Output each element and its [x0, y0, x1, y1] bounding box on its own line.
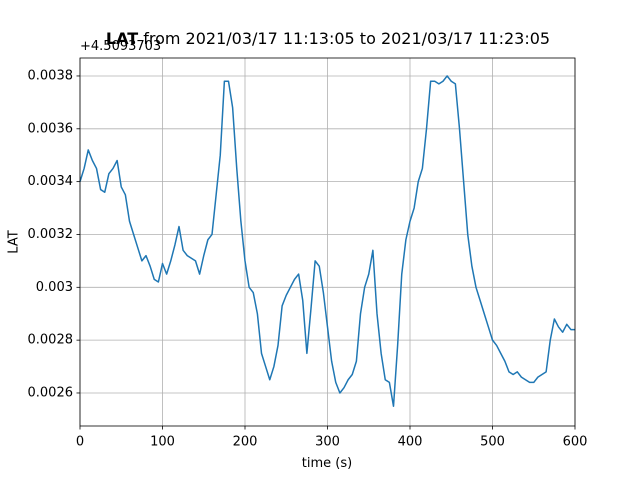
y-tick-label: 0.0028	[28, 333, 74, 348]
x-tick-label: 400	[398, 435, 423, 450]
plot-frame	[79, 57, 576, 427]
y-tick-label: 0.0026	[28, 385, 74, 400]
y-tick-label: 0.0038	[28, 68, 74, 83]
x-tick-label: 0	[76, 435, 84, 450]
x-tick-label: 200	[233, 435, 258, 450]
x-tick-label: 300	[315, 435, 340, 450]
x-tick-label: 600	[563, 435, 588, 450]
title-rest: from 2021/03/17 11:13:05 to 2021/03/17 1…	[143, 29, 550, 48]
x-tick-label: 500	[480, 435, 505, 450]
y-tick-label: 0.0032	[28, 227, 74, 242]
y-tick-label: 0.0034	[28, 174, 74, 189]
offset-text: +4.5093703	[80, 39, 161, 54]
y-tick-label: 0.0036	[28, 121, 74, 136]
chart-title: LAT from 2021/03/17 11:13:05 to 2021/03/…	[106, 29, 550, 48]
y-tick-label: 0.003	[36, 280, 73, 295]
x-axis-label: time (s)	[302, 456, 352, 471]
y-axis-label: LAT	[7, 230, 22, 253]
x-tick-label: 100	[150, 435, 175, 450]
title-bold: LAT	[106, 29, 138, 48]
data-line	[79, 75, 575, 407]
